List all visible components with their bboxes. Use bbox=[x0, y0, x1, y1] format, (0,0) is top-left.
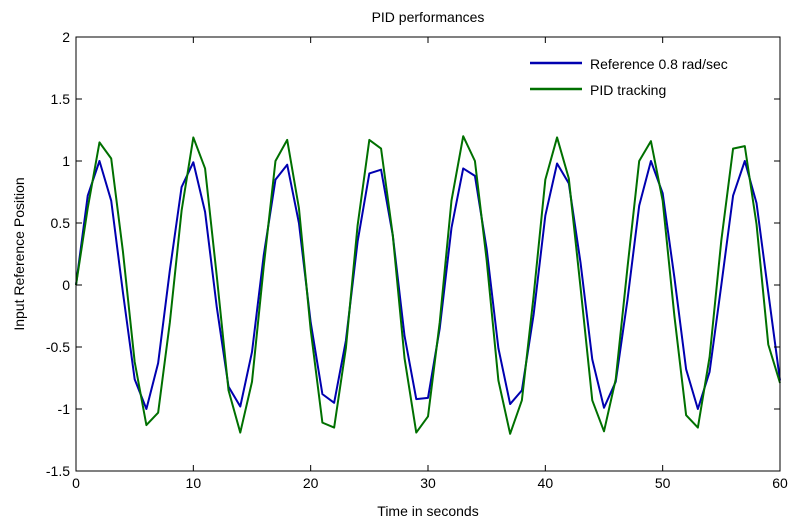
y-tick-label: 2 bbox=[62, 29, 70, 45]
x-tick-label: 0 bbox=[72, 475, 80, 491]
y-tick-label: 1.5 bbox=[51, 91, 71, 107]
x-tick-label: 30 bbox=[420, 475, 436, 491]
x-axis-label: Time in seconds bbox=[377, 503, 478, 519]
x-tick-label: 40 bbox=[538, 475, 554, 491]
x-tick-label: 60 bbox=[772, 475, 788, 491]
legend: Reference 0.8 rad/sec PID tracking bbox=[519, 45, 773, 109]
legend-label-reference: Reference 0.8 rad/sec bbox=[590, 56, 728, 72]
legend-box bbox=[519, 45, 773, 109]
y-ticks: -1.5 -1 -0.5 0 0.5 1 1.5 2 bbox=[46, 29, 780, 479]
y-tick-label: 0 bbox=[62, 277, 70, 293]
series-line-reference bbox=[75, 160, 781, 410]
y-tick-label: -1 bbox=[58, 401, 71, 417]
x-ticks: 0 10 20 30 40 50 60 bbox=[72, 37, 788, 491]
y-tick-label: -1.5 bbox=[46, 463, 70, 479]
x-tick-label: 50 bbox=[655, 475, 671, 491]
x-tick-label: 20 bbox=[303, 475, 319, 491]
series-layer bbox=[75, 135, 781, 435]
x-tick-label: 10 bbox=[186, 475, 202, 491]
y-axis-label: Input Reference Position bbox=[11, 177, 27, 330]
y-tick-label: -0.5 bbox=[46, 339, 70, 355]
series-line-pid-tracking bbox=[75, 135, 781, 435]
y-tick-label: 1 bbox=[62, 153, 70, 169]
chart-title: PID performances bbox=[372, 9, 485, 25]
legend-label-pid-tracking: PID tracking bbox=[590, 82, 666, 98]
y-tick-label: 0.5 bbox=[51, 215, 71, 231]
